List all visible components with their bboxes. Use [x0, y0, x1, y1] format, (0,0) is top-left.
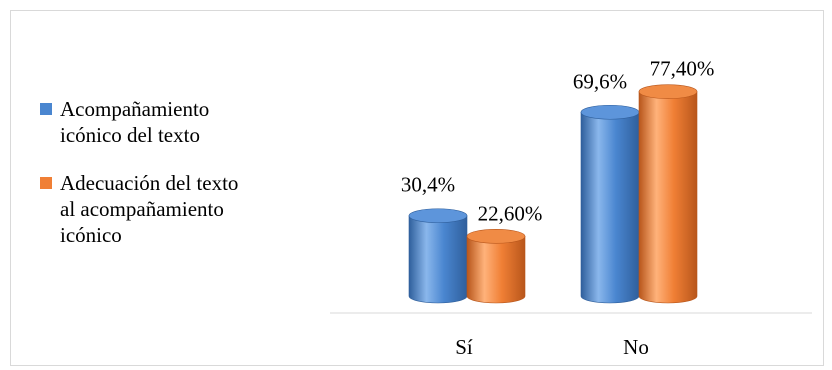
- data-label-2-Sí: 22,60%: [478, 201, 543, 225]
- bar-2-Sí: [466, 229, 526, 304]
- legend-label-series-2-line-2: al acompañamiento: [60, 197, 224, 221]
- legend-label-series-1-line-1: Acompañamiento: [60, 97, 210, 121]
- bar-1-No: [580, 104, 640, 304]
- data-label-2-No: 77,40%: [650, 57, 715, 81]
- legend: Acompañamiento icónico del texto Adecuac…: [40, 96, 300, 270]
- data-label-1-No: 69,6%: [573, 69, 627, 93]
- legend-label-series-2-line-3: icónico: [60, 223, 122, 247]
- legend-swatch-series-2: [40, 177, 52, 189]
- legend-label-series-1-line-2: icónico del texto: [60, 123, 200, 147]
- legend-label-series-2-line-1: Adecuación del texto: [60, 171, 239, 195]
- data-label-1-Sí: 30,4%: [401, 173, 455, 197]
- category-label-Sí: Sí: [455, 335, 473, 359]
- legend-item-series-1: Acompañamiento icónico del texto: [40, 96, 300, 148]
- bar-1-Sí: [408, 208, 468, 304]
- legend-item-series-2: Adecuación del texto al acompañamiento i…: [40, 170, 300, 248]
- category-label-No: No: [623, 335, 649, 359]
- bar-2-No: [638, 84, 698, 304]
- legend-swatch-series-1: [40, 103, 52, 115]
